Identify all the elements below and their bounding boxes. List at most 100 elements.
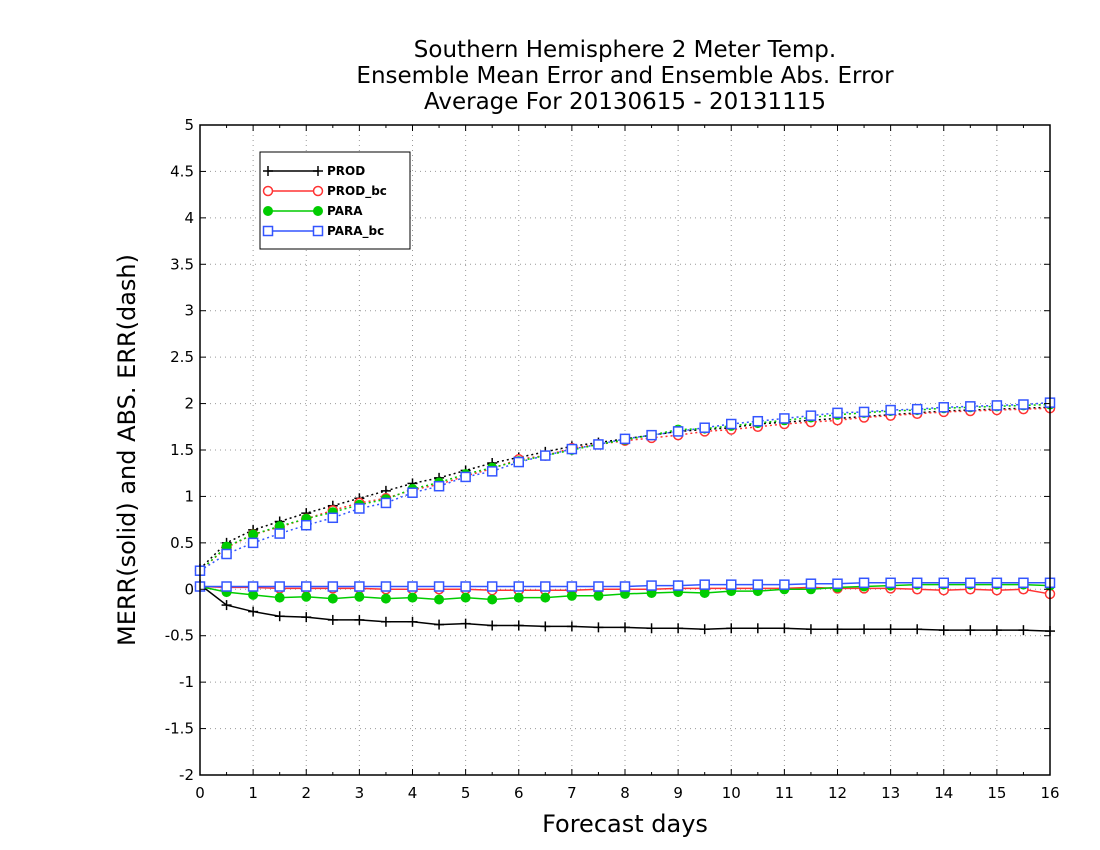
point-para-merr (540, 592, 551, 603)
x-tick-label: 7 (567, 784, 577, 802)
point-para-merr (301, 591, 312, 602)
point-para-bc-abserr (805, 410, 817, 421)
marker-square (885, 404, 896, 416)
marker-dot (513, 592, 524, 603)
marker-square (327, 581, 339, 592)
legend-label-para: PARA (327, 204, 363, 218)
marker-square (619, 433, 631, 445)
point-para-bc-merr (486, 581, 498, 592)
x-tick-label: 4 (408, 784, 418, 802)
marker-square (752, 415, 764, 427)
point-para-bc-abserr (858, 406, 870, 418)
y-tick-label: 3 (184, 302, 194, 320)
point-para-bc-merr (354, 581, 365, 592)
marker-square (938, 402, 949, 413)
marker-dot (274, 592, 285, 603)
x-tick-label: 0 (195, 784, 205, 802)
marker-square (540, 581, 551, 592)
point-para-merr (380, 593, 391, 604)
marker-dot (434, 594, 445, 605)
point-para-bc-merr (938, 577, 949, 589)
x-tick-label: 3 (355, 784, 365, 802)
point-para-bc-merr (540, 581, 551, 592)
marker-square (885, 577, 896, 589)
marker-dot (301, 591, 312, 602)
point-para-bc-merr (911, 577, 923, 589)
marker-square (433, 581, 445, 592)
point-para-bc-merr (885, 577, 896, 589)
marker-square (832, 407, 843, 419)
legend-marker-prod-bc (262, 185, 274, 197)
point-para-merr (327, 593, 338, 604)
legend: PROD PROD_bc PARA PARA_bc (259, 151, 411, 250)
marker-square (805, 578, 817, 589)
point-para-merr (513, 592, 524, 603)
point-para-bc-abserr (274, 528, 285, 539)
marker-square (486, 466, 498, 477)
point-prod-merr (620, 622, 630, 633)
y-tick-label: 0.5 (170, 534, 194, 552)
point-para-merr (354, 591, 365, 602)
marker-square (911, 577, 923, 589)
marker-square (513, 581, 524, 592)
point-para-merr (487, 594, 498, 605)
marker-square (991, 577, 1003, 589)
point-para-bc-abserr (619, 433, 631, 445)
point-prod-merr (646, 623, 657, 634)
point-para-bc-merr (858, 577, 870, 589)
marker-square (752, 579, 764, 590)
point-para-bc-merr (460, 581, 471, 592)
point-para-bc-abserr (672, 426, 684, 437)
point-prod-merr (380, 616, 391, 627)
marker-dot (354, 591, 365, 602)
point-para-bc-abserr (779, 413, 790, 424)
x-tick-label: 14 (934, 784, 953, 802)
chart-title-line-1: Southern Hemisphere 2 Meter Temp. (414, 37, 836, 63)
marker-square (540, 450, 551, 461)
marker-square (354, 503, 365, 514)
chart-title-line-2: Ensemble Mean Error and Ensemble Abs. Er… (356, 63, 894, 89)
marker-square (965, 577, 976, 589)
series-layer (194, 397, 1056, 637)
x-axis-label: Forecast days (542, 810, 708, 838)
legend-box (259, 151, 411, 250)
point-prod-merr (540, 621, 551, 632)
marker-square (221, 581, 232, 592)
point-para-bc-abserr (699, 422, 710, 433)
point-para-bc-abserr (513, 456, 524, 468)
point-para-bc-abserr (327, 512, 339, 524)
point-prod-merr (699, 624, 710, 635)
marker-square (301, 519, 312, 531)
x-tick-label: 1 (248, 784, 258, 802)
marker-square (965, 401, 976, 412)
marker-square (460, 471, 471, 483)
series-prod-bc-abserr-line (199, 407, 1051, 572)
marker-dot (327, 593, 338, 604)
point-para-bc-abserr (566, 443, 578, 455)
marker-dot (380, 593, 391, 604)
point-prod-merr (274, 611, 285, 622)
point-prod-merr (221, 600, 232, 611)
point-prod-merr (832, 624, 843, 635)
marker-square (354, 581, 365, 592)
x-tick-label: 5 (461, 784, 471, 802)
marker-square (301, 581, 312, 592)
y-tick-label: 0 (184, 580, 194, 598)
point-para-bc-merr (566, 581, 578, 592)
point-para-bc-merr (513, 581, 524, 592)
y-tick-label: -2 (179, 766, 194, 784)
marker-square (832, 578, 843, 589)
marker-square (433, 480, 445, 492)
marker-square (513, 456, 524, 468)
x-tick-label: 2 (301, 784, 311, 802)
point-para-bc-abserr (407, 487, 418, 498)
marker-circle (262, 185, 274, 197)
point-prod-merr (912, 624, 923, 635)
marker-square (726, 579, 737, 590)
point-prod-merr (938, 625, 949, 636)
point-prod-merr (248, 606, 259, 617)
marker-square (619, 581, 631, 592)
y-tick-label: 2 (184, 395, 194, 413)
point-para-merr (407, 592, 418, 603)
point-prod-merr (885, 624, 896, 635)
